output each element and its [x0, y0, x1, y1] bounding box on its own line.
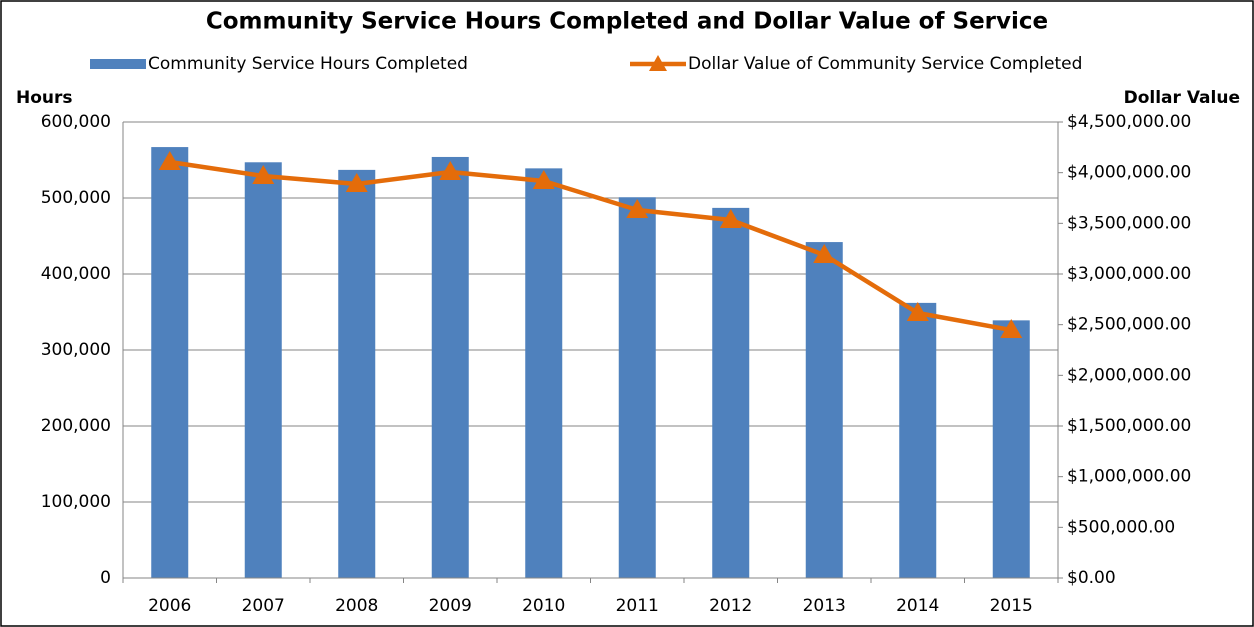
legend-label: Dollar Value of Community Service Comple… — [688, 54, 1082, 74]
line-marker — [906, 302, 929, 322]
line-marker — [439, 160, 462, 180]
y2-tick-label: $3,500,000.00 — [1067, 213, 1191, 233]
x-tick-label: 2010 — [522, 596, 565, 616]
x-tick-label: 2011 — [616, 596, 659, 616]
y2-tick-label: $1,500,000.00 — [1067, 416, 1191, 436]
y-tick-label: 300,000 — [41, 340, 111, 360]
x-tick-label: 2014 — [896, 596, 939, 616]
x-tick-label: 2009 — [429, 596, 472, 616]
y2-axis-label: Dollar Value — [1124, 88, 1240, 108]
chart-title: Community Service Hours Completed and Do… — [206, 9, 1048, 35]
line-marker — [252, 165, 275, 185]
line-marker — [626, 198, 649, 218]
y2-tick-label: $3,000,000.00 — [1067, 264, 1191, 284]
y-tick-label: 500,000 — [41, 188, 111, 208]
bar — [244, 162, 282, 578]
x-tick-label: 2007 — [242, 596, 285, 616]
y-axis-label: Hours — [16, 88, 73, 108]
x-tick-label: 2013 — [803, 596, 846, 616]
y2-tick-label: $4,000,000.00 — [1067, 163, 1191, 183]
bar — [805, 242, 843, 578]
y-tick-label: 600,000 — [41, 112, 111, 132]
x-tick-label: 2015 — [990, 596, 1033, 616]
y-tick-label: 200,000 — [41, 416, 111, 436]
legend-label: Community Service Hours Completed — [148, 54, 468, 74]
x-tick-label: 2006 — [148, 596, 191, 616]
x-tick-label: 2008 — [335, 596, 378, 616]
y2-tick-label: $2,500,000.00 — [1067, 315, 1191, 335]
y2-tick-label: $2,000,000.00 — [1067, 365, 1191, 385]
y2-tick-label: $4,500,000.00 — [1067, 112, 1191, 132]
line-marker — [719, 208, 742, 228]
bar — [525, 168, 563, 579]
y2-tick-label: $1,000,000.00 — [1067, 467, 1191, 487]
legend-marker — [649, 55, 667, 71]
bar — [151, 147, 189, 578]
y2-tick-label: $500,000.00 — [1067, 517, 1175, 537]
bar — [992, 320, 1030, 578]
bar — [712, 207, 750, 578]
bar — [431, 156, 469, 578]
bar — [618, 197, 656, 579]
line-marker — [158, 151, 181, 171]
legend-swatch — [90, 59, 146, 69]
y2-tick-label: $0.00 — [1067, 568, 1116, 588]
y-tick-label: 400,000 — [41, 264, 111, 284]
line — [169, 159, 1012, 333]
line-marker — [532, 169, 555, 189]
bar — [899, 302, 937, 578]
line-marker — [1000, 319, 1023, 339]
x-tick-label: 2012 — [709, 596, 752, 616]
line-marker — [813, 243, 836, 263]
y-tick-label: 100,000 — [41, 492, 111, 512]
bar — [338, 169, 376, 578]
line-marker — [345, 173, 368, 193]
y-tick-label: 0 — [100, 568, 111, 588]
